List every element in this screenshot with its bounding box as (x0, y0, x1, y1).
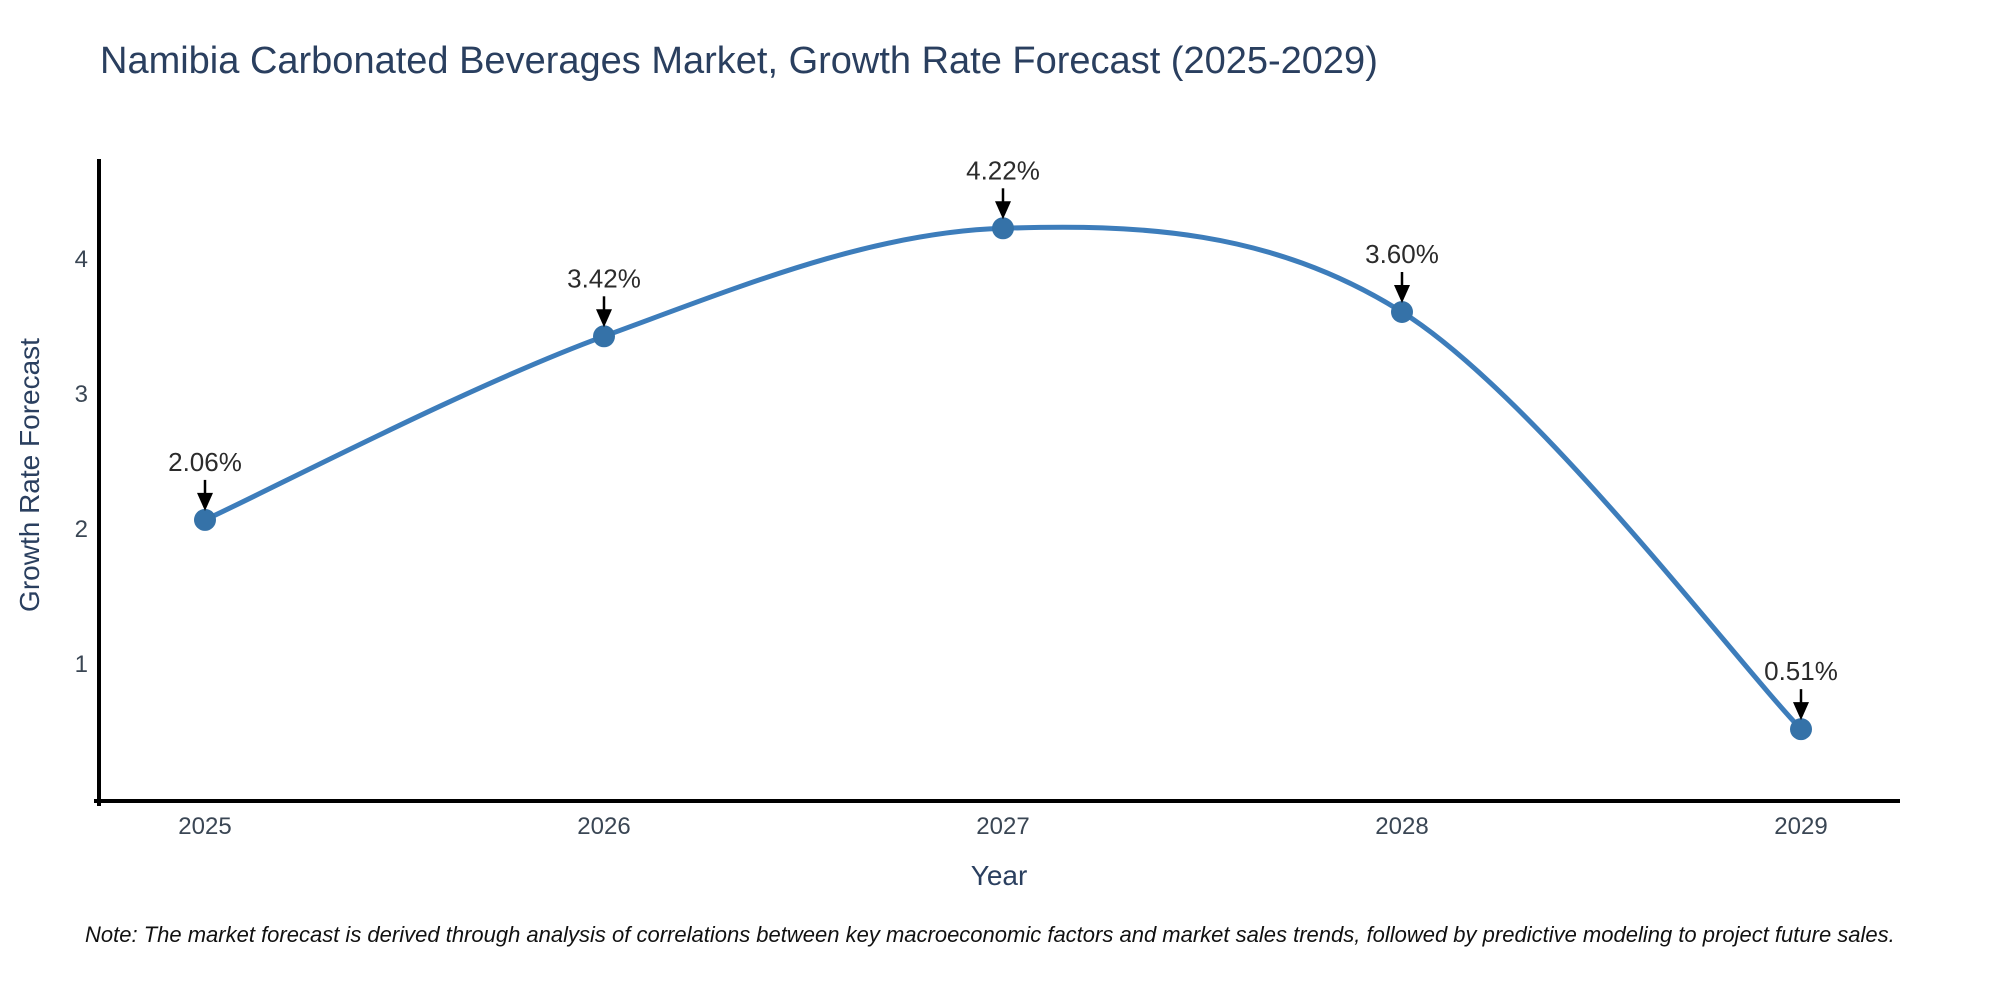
footnote: Note: The market forecast is derived thr… (85, 922, 1895, 947)
data-point-marker (1391, 301, 1413, 323)
x-axis-title: Year (970, 860, 1028, 891)
data-point-label: 4.22% (966, 155, 1040, 185)
chart-title: Namibia Carbonated Beverages Market, Gro… (100, 40, 1378, 82)
x-tick-label: 2026 (577, 813, 630, 840)
y-tick-label: 3 (75, 381, 88, 408)
data-point-marker (992, 217, 1014, 240)
x-tick-label: 2025 (178, 813, 231, 840)
y-tick-label: 1 (75, 651, 88, 678)
data-point-marker (194, 508, 216, 531)
data-point-label: 2.06% (168, 447, 242, 477)
y-tick-label: 2 (75, 516, 88, 543)
data-point-label: 0.51% (1764, 656, 1838, 686)
x-tick-label: 2029 (1774, 813, 1827, 840)
annotation-arrow-head (596, 309, 612, 328)
annotation-arrow-head (197, 492, 213, 511)
x-tick-label: 2028 (1375, 813, 1428, 840)
x-tick-label: 2027 (976, 813, 1029, 840)
data-point-marker (593, 325, 615, 348)
data-point-marker (1790, 718, 1812, 741)
annotation-arrow-head (1394, 285, 1410, 303)
data-point-label: 3.60% (1365, 239, 1439, 269)
annotation-arrow-head (995, 201, 1011, 220)
trend-line (202, 224, 1804, 732)
data-point-label: 3.42% (567, 263, 641, 293)
y-tick-label: 4 (75, 246, 88, 273)
annotation-arrow-head (1793, 702, 1809, 721)
